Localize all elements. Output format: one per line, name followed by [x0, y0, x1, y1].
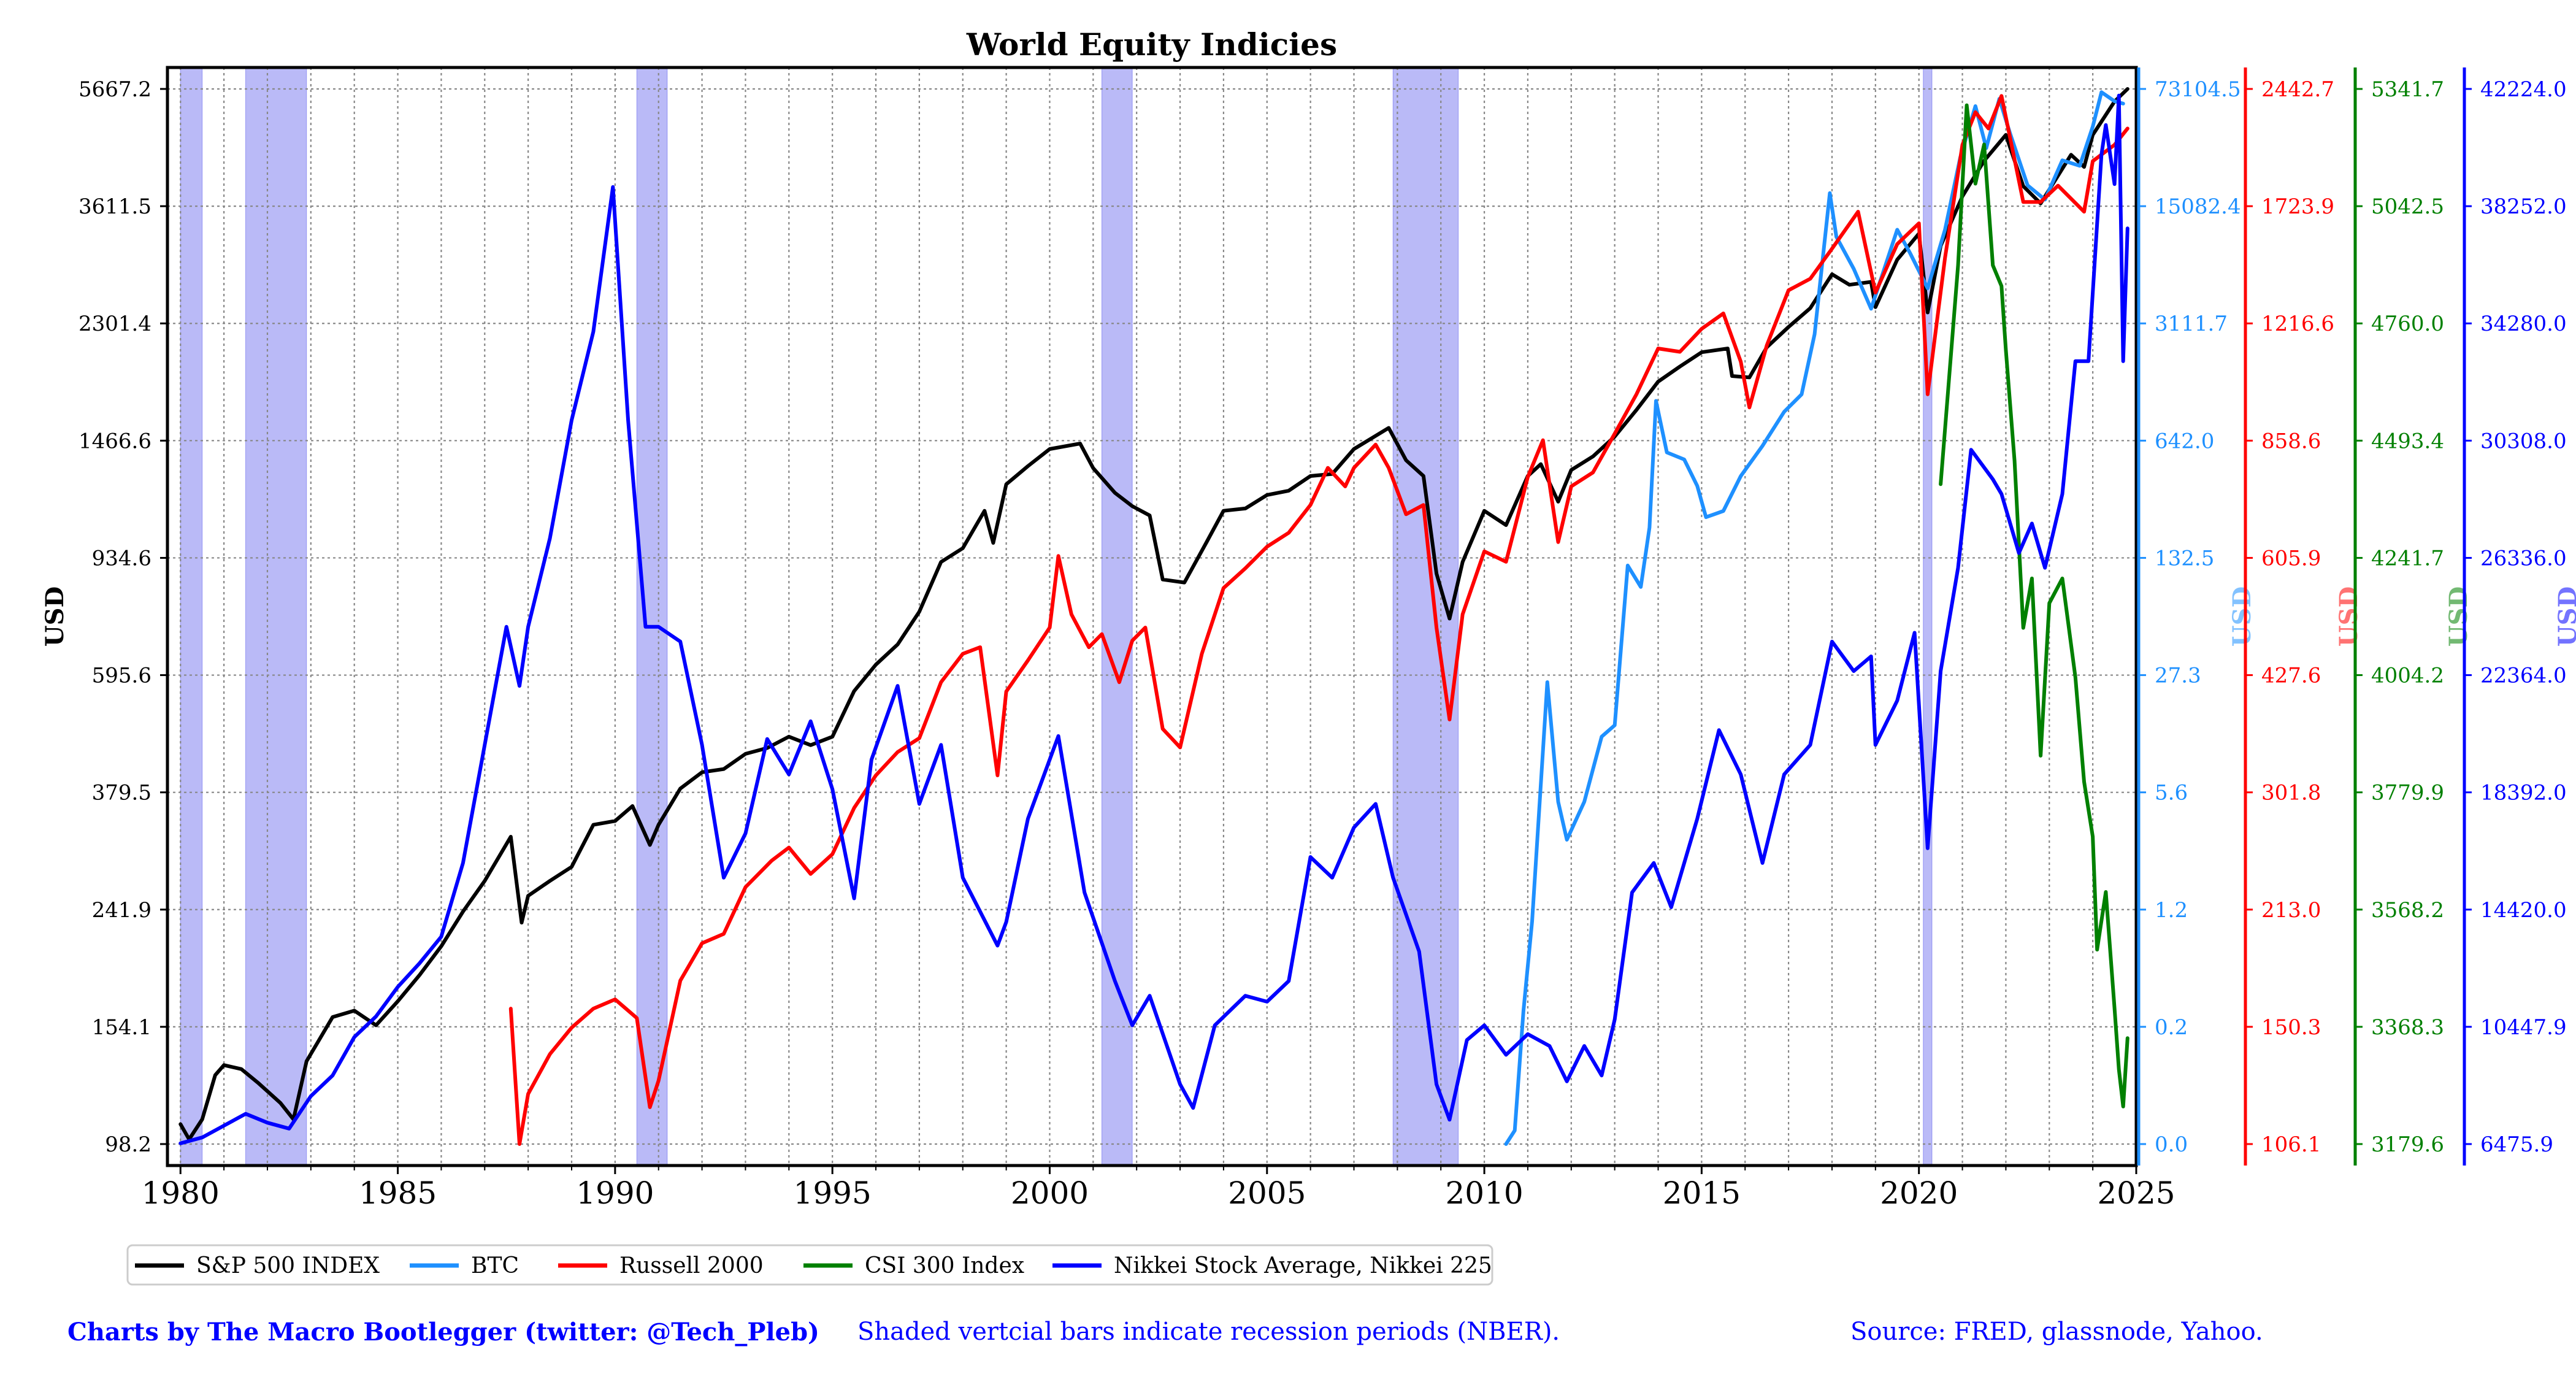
right-tick-label: 22364.0	[2480, 664, 2567, 688]
grid-lines	[167, 67, 2136, 1166]
right-tick-label: 213.0	[2261, 898, 2321, 923]
right-tick-label: 1216.6	[2261, 312, 2334, 336]
right-axes: 0.0 0.2 1.2 5.6 27.3 132.5 642.0 3111.7 15082.4 7…	[2137, 67, 2576, 1166]
right-tick-label: 30308.0	[2480, 429, 2567, 453]
chart-title: World Equity Indicies	[966, 26, 1337, 63]
recession-band	[1102, 67, 1133, 1166]
source-text: Source: FRED, glassnode, Yahoo.	[1850, 1318, 2263, 1346]
right-axis-label: USD	[2334, 586, 2363, 647]
right-tick-label: 15082.4	[2155, 194, 2241, 219]
x-tick-label: 1980	[142, 1175, 220, 1211]
left-tick-label: 595.6	[92, 664, 151, 688]
right-tick-label: 10447.9	[2480, 1015, 2567, 1040]
recession-note: Shaded vertcial bars indicate recession …	[857, 1318, 1560, 1346]
right-axis-label: USD	[2444, 586, 2473, 647]
credit-text: Charts by The Macro Bootlegger (twitter:…	[67, 1318, 819, 1346]
left-axis: 98.2 154.1 241.9 379.5 595.6 934.6 1466.6 2301.…	[79, 77, 167, 1157]
left-tick-label: 241.9	[92, 898, 151, 923]
left-tick-label: 154.1	[92, 1015, 151, 1040]
legend-label: CSI 300 Index	[865, 1253, 1024, 1278]
plot-frame	[166, 66, 2138, 1167]
right-tick-label: 858.6	[2261, 429, 2321, 453]
right-tick-label: 106.1	[2261, 1132, 2321, 1157]
recession-band	[636, 67, 668, 1166]
right-tick-label: 301.8	[2261, 781, 2321, 805]
series-line	[1504, 90, 2125, 1146]
right-axis-label: USD	[2553, 586, 2576, 647]
legend-label: Russell 2000	[619, 1253, 764, 1278]
right-tick-label: 1.2	[2155, 898, 2188, 923]
legend: S&P 500 INDEX BTC Russell 2000 CSI 300 Inde…	[126, 1244, 1493, 1286]
right-tick-label: 3111.7	[2155, 312, 2228, 336]
x-tick-label: 1990	[576, 1175, 654, 1211]
right-axis-label: USD	[2228, 586, 2256, 647]
recession-bands	[180, 67, 1933, 1166]
series-line	[178, 93, 2129, 1145]
left-tick-label: 1466.6	[79, 429, 151, 453]
right-tick-label: 42224.0	[2480, 77, 2567, 102]
left-tick-label: 3611.5	[79, 194, 151, 219]
series-lines	[178, 87, 2129, 1146]
left-tick-label: 98.2	[105, 1132, 151, 1157]
left-tick-label: 5667.2	[79, 77, 151, 102]
left-tick-label: 2301.4	[79, 312, 151, 336]
right-tick-label: 4493.4	[2371, 429, 2444, 453]
right-tick-label: 3568.2	[2371, 898, 2444, 923]
right-tick-label: 427.6	[2261, 664, 2321, 688]
right-tick-label: 26336.0	[2480, 546, 2567, 570]
left-tick-label: 379.5	[92, 781, 151, 805]
right-tick-label: 1723.9	[2261, 194, 2334, 219]
legend-label: BTC	[471, 1253, 519, 1278]
series-line	[178, 87, 2129, 1142]
right-tick-label: 73104.5	[2155, 77, 2241, 102]
right-tick-label: 3179.6	[2371, 1132, 2444, 1157]
right-tick-label: 18392.0	[2480, 781, 2567, 805]
right-tick-label: 642.0	[2155, 429, 2214, 453]
series-line	[1939, 103, 2129, 1108]
left-axis-label: USD	[40, 586, 69, 647]
right-tick-label: 2442.7	[2261, 77, 2334, 102]
left-tick-label: 934.6	[92, 546, 151, 570]
right-tick-label: 5341.7	[2371, 77, 2444, 102]
right-tick-label: 4241.7	[2371, 546, 2444, 570]
recession-band	[245, 67, 307, 1166]
series-line	[508, 94, 2129, 1146]
right-tick-label: 132.5	[2155, 546, 2214, 570]
right-tick-label: 0.0	[2155, 1132, 2188, 1157]
recession-band	[1923, 67, 1933, 1166]
right-tick-label: 38252.0	[2480, 194, 2567, 219]
right-tick-label: 4760.0	[2371, 312, 2444, 336]
recession-band	[180, 67, 203, 1166]
right-tick-label: 605.9	[2261, 546, 2321, 570]
legend-label: Nikkei Stock Average, Nikkei 225	[1114, 1253, 1492, 1278]
x-tick-label: 2020	[1880, 1175, 1958, 1211]
x-tick-label: 2015	[1663, 1175, 1741, 1211]
x-axis: 1980 1985 1990 1995 2000 2005 2010 2015 2020 2025	[142, 1166, 2175, 1211]
right-tick-label: 5.6	[2155, 781, 2188, 805]
right-tick-label: 5042.5	[2371, 194, 2444, 219]
x-tick-label: 2005	[1228, 1175, 1306, 1211]
right-tick-label: 14420.0	[2480, 898, 2567, 923]
x-tick-label: 2000	[1011, 1175, 1089, 1211]
x-tick-label: 2010	[1445, 1175, 1523, 1211]
right-tick-label: 3779.9	[2371, 781, 2444, 805]
x-tick-label: 2025	[2097, 1175, 2175, 1211]
right-tick-label: 4004.2	[2371, 664, 2444, 688]
right-tick-label: 150.3	[2261, 1015, 2321, 1040]
right-tick-label: 6475.9	[2480, 1132, 2553, 1157]
right-tick-label: 27.3	[2155, 664, 2201, 688]
right-tick-label: 0.2	[2155, 1015, 2188, 1040]
x-tick-label: 1995	[794, 1175, 872, 1211]
right-tick-label: 3368.3	[2371, 1015, 2444, 1040]
x-tick-label: 1985	[359, 1175, 437, 1211]
legend-label: S&P 500 INDEX	[196, 1253, 380, 1278]
right-tick-label: 34280.0	[2480, 312, 2567, 336]
